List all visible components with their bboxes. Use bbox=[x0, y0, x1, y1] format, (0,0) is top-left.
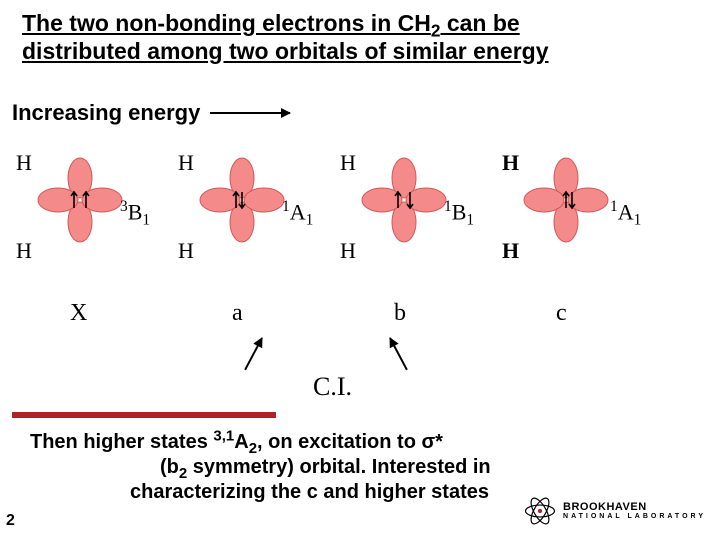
energy-row: Increasing energy bbox=[12, 100, 290, 126]
bottom-l2a: (b bbox=[160, 456, 179, 478]
logo-top: BROOKHAVEN bbox=[563, 501, 647, 513]
bottom-line1: Then higher states 3,1A2, on excitation … bbox=[30, 430, 590, 455]
bottom-l1b: , on excitation to σ* bbox=[257, 431, 443, 453]
brookhaven-logo: BROOKHAVEN NATIONAL LABORATORY bbox=[523, 494, 706, 528]
state-label: c bbox=[556, 300, 567, 327]
title-line1a: The two non-bonding electrons in CH bbox=[22, 10, 431, 36]
h-label-top: H bbox=[502, 150, 519, 176]
ci-arrow-right-icon bbox=[389, 338, 408, 371]
title-line2: distributed among two orbitals of simila… bbox=[22, 38, 549, 64]
state-label: X bbox=[70, 300, 87, 327]
h-label-top: H bbox=[178, 150, 194, 176]
term-symbol: 1A1 bbox=[282, 198, 313, 230]
logo-text: BROOKHAVEN NATIONAL LABORATORY bbox=[563, 502, 706, 520]
ci-label: C.I. bbox=[313, 372, 352, 402]
ci-arrow-left-icon bbox=[244, 338, 263, 371]
h-label-bottom: H bbox=[502, 238, 519, 264]
logo-bottom: NATIONAL LABORATORY bbox=[563, 513, 706, 520]
orbitals-row: H H 3B1 X H H 1A1 a H bbox=[0, 140, 720, 340]
h-label-bottom: H bbox=[178, 238, 194, 264]
h-label-bottom: H bbox=[16, 238, 32, 264]
h-label-top: H bbox=[16, 150, 32, 176]
bottom-l1mid: A bbox=[234, 431, 248, 453]
atom-icon bbox=[523, 494, 557, 528]
bottom-l1a: Then higher states bbox=[30, 431, 213, 453]
bottom-l1sup: 3,1 bbox=[213, 427, 234, 444]
page-number: 2 bbox=[6, 512, 15, 530]
term-symbol: 3B1 bbox=[120, 198, 150, 230]
term-symbol: 1A1 bbox=[610, 198, 641, 230]
h-label-top: H bbox=[340, 150, 356, 176]
h-label-bottom: H bbox=[340, 238, 356, 264]
bottom-l2b: symmetry) orbital. Interested in bbox=[187, 456, 490, 478]
title-line1b: can be bbox=[440, 10, 519, 36]
divider-red bbox=[12, 412, 276, 418]
bottom-line2: (b2 symmetry) orbital. Interested in bbox=[30, 455, 590, 480]
bottom-text: Then higher states 3,1A2, on excitation … bbox=[30, 430, 590, 505]
energy-label: Increasing energy bbox=[12, 100, 200, 126]
arrow-right-icon bbox=[210, 112, 290, 114]
state-label: b bbox=[394, 300, 406, 327]
term-symbol: 1B1 bbox=[444, 198, 474, 230]
state-label: a bbox=[232, 300, 243, 327]
slide-title: The two non-bonding electrons in CH2 can… bbox=[0, 0, 720, 69]
bottom-line3: characterizing the c and higher states bbox=[30, 480, 590, 505]
